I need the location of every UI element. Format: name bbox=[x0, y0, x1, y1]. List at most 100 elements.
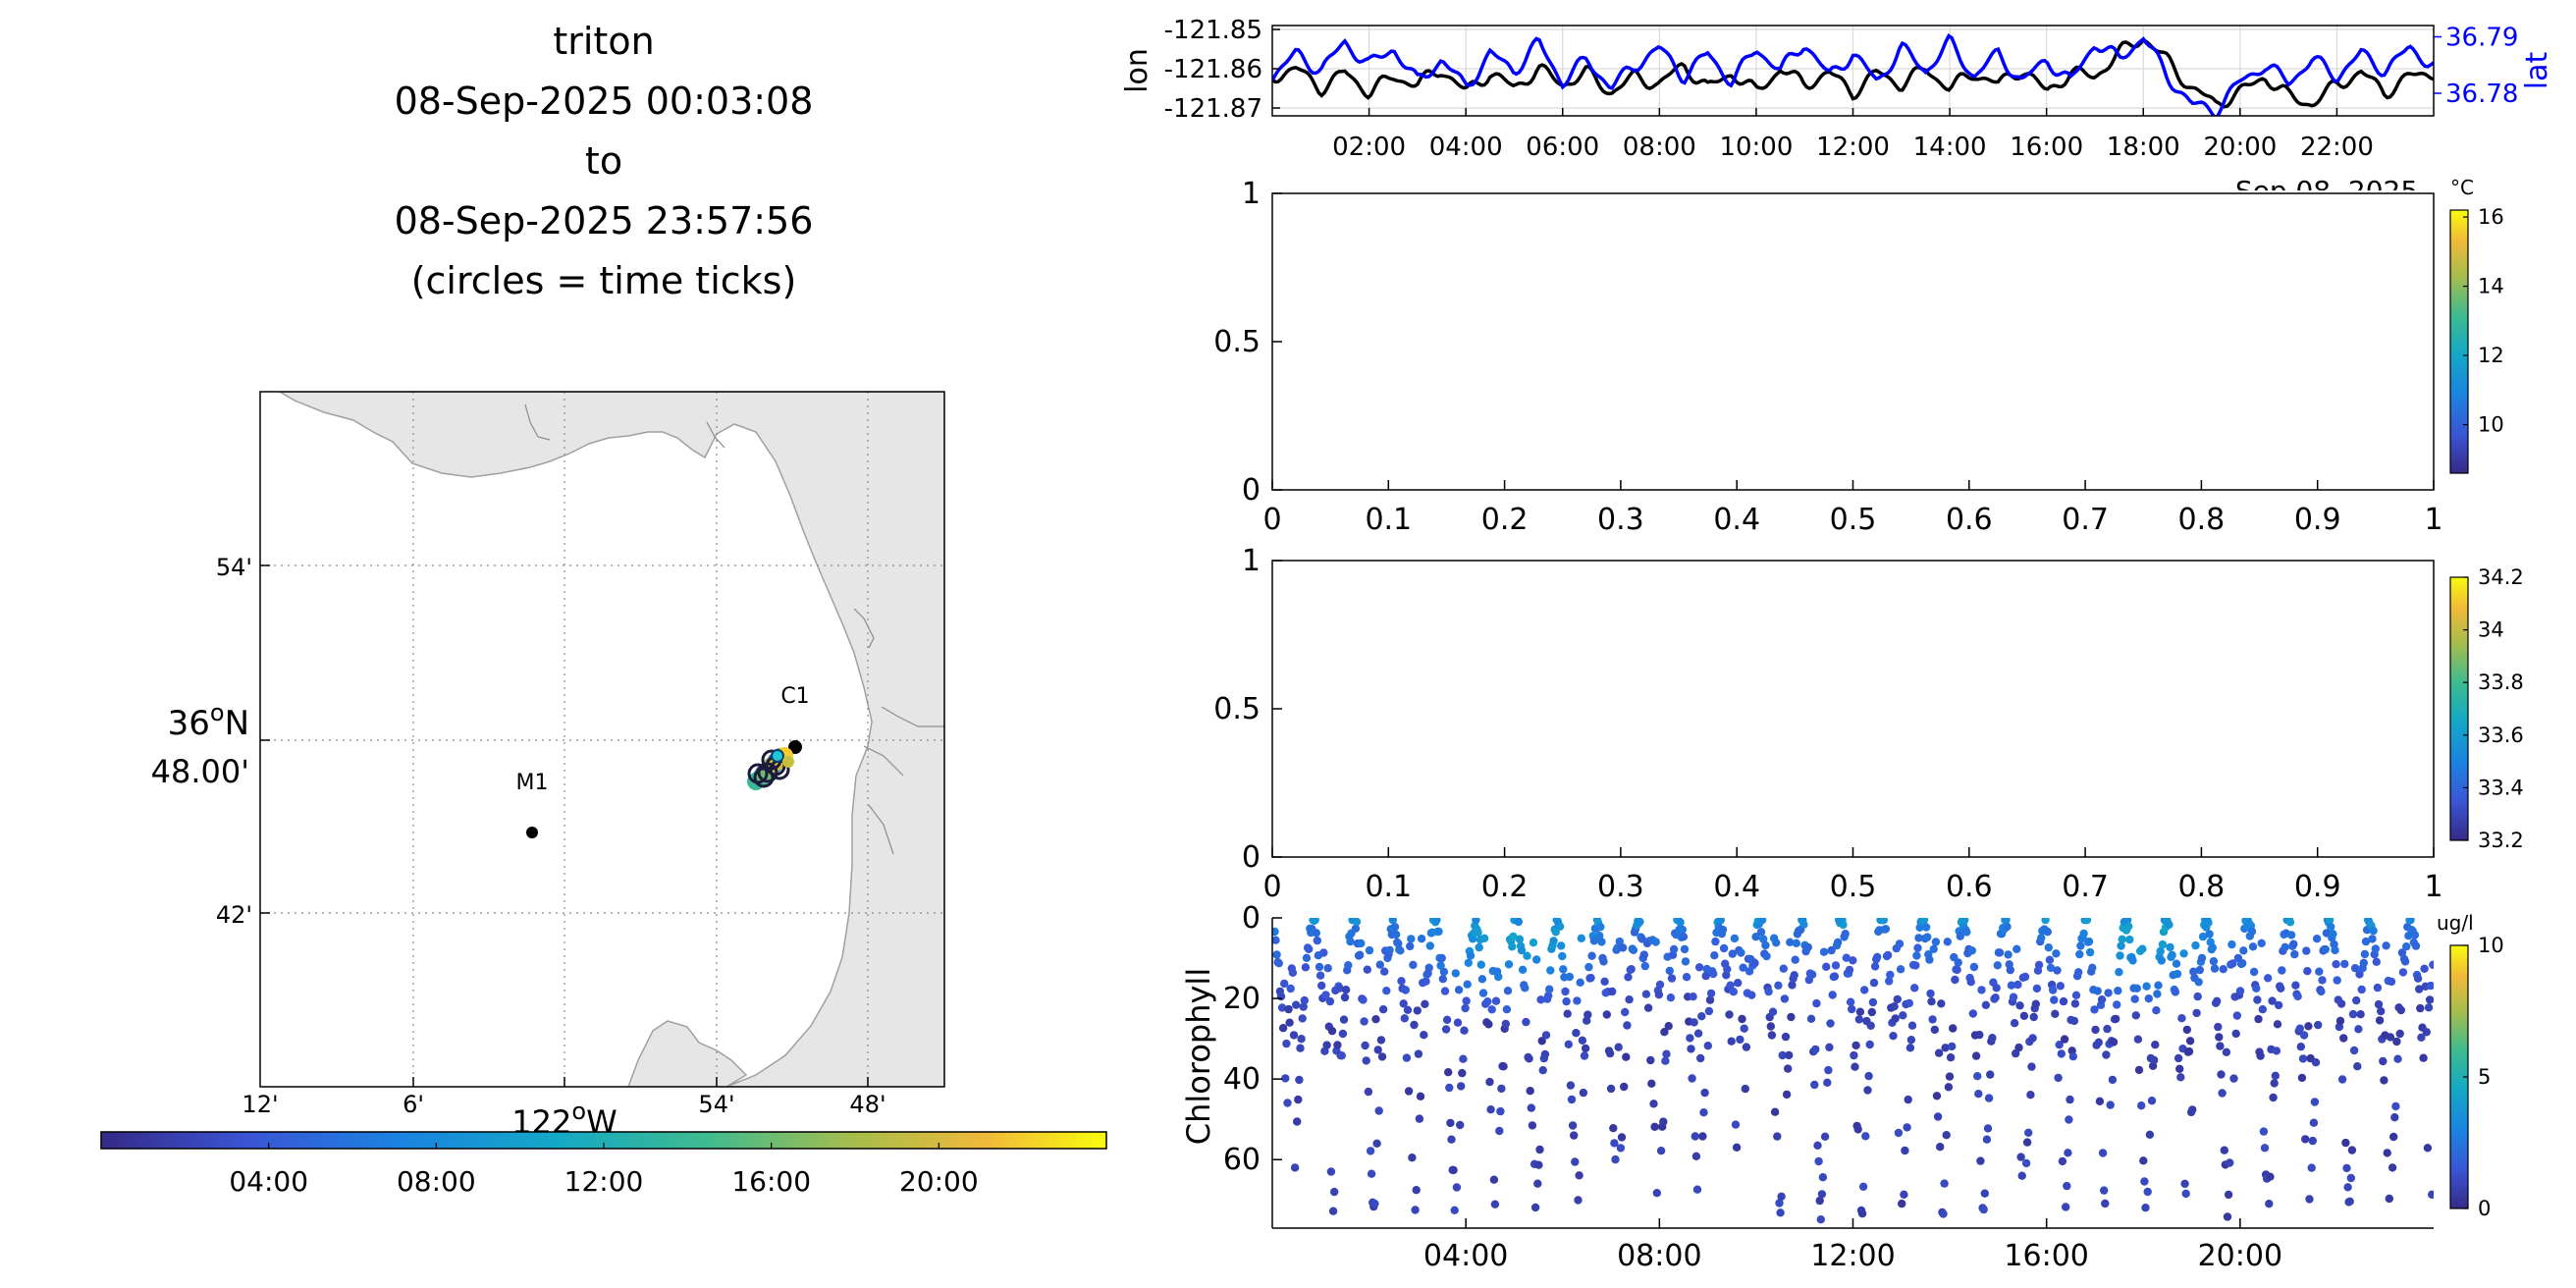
chlorophyll-point bbox=[2308, 1136, 2317, 1146]
chlorophyll-point bbox=[2165, 920, 2174, 930]
chlorophyll-point bbox=[2172, 959, 2181, 968]
lat-tick-42: 42' bbox=[216, 901, 252, 929]
chlorophyll-point bbox=[1440, 987, 1450, 995]
chlorophyll-point bbox=[2007, 981, 2016, 990]
chlorophyll-point bbox=[1680, 944, 1690, 954]
map-frame bbox=[259, 391, 945, 1088]
title-note: (circles = time ticks) bbox=[410, 259, 797, 302]
chlorophyll-point bbox=[1697, 1012, 1706, 1021]
colorbar-tick-label: 34 bbox=[2478, 618, 2504, 642]
chlorophyll-point bbox=[1649, 1100, 1658, 1108]
chlorophyll-point bbox=[1272, 936, 1280, 944]
chlorophyll-point bbox=[1951, 975, 1959, 985]
chlorophyll-point bbox=[2198, 932, 2208, 941]
chlorophyll-point bbox=[1375, 960, 1385, 969]
chlorophyll-point bbox=[1333, 1041, 1342, 1049]
chlorophyll-point bbox=[1660, 1028, 1669, 1037]
chlorophyll-point bbox=[2197, 953, 2207, 963]
chlorophyll-point bbox=[2152, 1006, 2161, 1015]
chlorophyll-point bbox=[2259, 1127, 2269, 1136]
chlorophyll-point bbox=[1315, 962, 1324, 972]
chlorophyll-point bbox=[2063, 1181, 2071, 1191]
chlorophyll-point bbox=[1538, 1066, 1547, 1075]
chlorophyll-point bbox=[2332, 960, 2340, 969]
chlorophyll-point bbox=[1740, 1024, 1748, 1033]
chlorophyll-point bbox=[1899, 1011, 1907, 1020]
chlorophyll-point bbox=[2375, 1016, 2385, 1025]
chlorophyll-point bbox=[2015, 1001, 2024, 1010]
chlorophyll-point bbox=[1641, 990, 1651, 998]
chlorophyll-point bbox=[1388, 918, 1397, 925]
chlorophyll-point bbox=[1599, 957, 1608, 966]
chlorophyll-point bbox=[1363, 965, 1372, 974]
chlorophyll-colorbar-unit: ug/l bbox=[2437, 911, 2474, 935]
chlorophyll-point bbox=[1596, 923, 1605, 932]
chlorophyll-point bbox=[1438, 975, 1448, 984]
chlorophyll-point bbox=[1686, 1034, 1694, 1043]
chlorophyll-point bbox=[2027, 1062, 2036, 1071]
chlorophyll-axis-ticks: 0 20 40 60 04:00 08:00 12:00 16:00 20:00 bbox=[1223, 901, 2282, 1273]
chlorophyll-point bbox=[1563, 1009, 1572, 1018]
time-colorbar-ticks: 04:00 08:00 12:00 16:00 20:00 bbox=[229, 1143, 979, 1198]
chlorophyll-point bbox=[1654, 991, 1664, 999]
chlorophyll-point bbox=[1725, 1010, 1734, 1019]
chlorophyll-point bbox=[1903, 1123, 1911, 1132]
x-tick-label: 0.4 bbox=[1713, 870, 1760, 904]
colorbar-tick-label: 5 bbox=[2478, 1065, 2491, 1089]
chlorophyll-point bbox=[1995, 948, 2005, 957]
chlorophyll-point bbox=[1494, 972, 1503, 982]
chlorophyll-point bbox=[1566, 1081, 1576, 1090]
chlorophyll-point bbox=[2002, 918, 2011, 925]
chlorophyll-point bbox=[1905, 1044, 1915, 1052]
chlorophyll-point bbox=[1484, 1020, 1493, 1029]
colorbar-tick-label: 33.2 bbox=[2478, 829, 2524, 852]
chlorophyll-point bbox=[1666, 993, 1676, 1002]
chlorophyll-point bbox=[1575, 1171, 1583, 1180]
colorbar-tick-label: 33.8 bbox=[2478, 671, 2524, 694]
x-tick-label: 0.5 bbox=[1830, 870, 1877, 904]
x-tick-label: 0.1 bbox=[1365, 503, 1412, 537]
chlorophyll-point bbox=[1378, 1004, 1388, 1014]
chlorophyll-point bbox=[1321, 991, 1330, 999]
chlorophyll-point bbox=[1727, 1037, 1736, 1046]
temperature-colorbar-ticks: 16 14 12 10 bbox=[2463, 205, 2504, 437]
x-tick-label: 04:00 bbox=[1423, 1239, 1508, 1273]
chlorophyll-point bbox=[2104, 989, 2113, 997]
chlorophyll-point bbox=[2353, 1062, 2362, 1071]
chlorophyll-point bbox=[1620, 1082, 1629, 1092]
chlorophyll-point bbox=[2357, 985, 2366, 994]
chlorophyll-point bbox=[2041, 918, 2050, 925]
chlorophyll-point bbox=[2053, 966, 2062, 975]
chlorophyll-point bbox=[2138, 944, 2147, 953]
chlorophyll-point bbox=[2209, 957, 2219, 966]
chlorophyll-point bbox=[1910, 984, 1919, 993]
chlorophyll-point bbox=[1390, 923, 1400, 932]
chlorophyll-point bbox=[1967, 946, 1977, 955]
chlorophyll-point bbox=[1479, 934, 1489, 942]
chlorophyll-point bbox=[2168, 950, 2176, 960]
chlorophyll-point bbox=[1293, 1117, 1302, 1126]
chlorophyll-point bbox=[2010, 1019, 2019, 1028]
temperature-panel: 1 0.5 00 0.1 0.2 0.3 0.4 0.5 0.6 0.7 0.8 0.9 1 °C 16… bbox=[1213, 176, 2503, 537]
chlorophyll-point bbox=[2298, 1054, 2308, 1063]
chlorophyll-point bbox=[2012, 944, 2021, 953]
chlorophyll-point bbox=[1562, 996, 1571, 1006]
chlorophyll-point bbox=[1288, 968, 1298, 977]
chlorophyll-point bbox=[1610, 1139, 1619, 1148]
chlorophyll-point bbox=[1540, 1049, 1550, 1059]
chlorophyll-point bbox=[1458, 1068, 1467, 1078]
chlorophyll-point bbox=[2182, 1025, 2191, 1035]
chlorophyll-point bbox=[1883, 950, 1893, 960]
chlorophyll-point bbox=[2115, 968, 2123, 977]
chlorophyll-point bbox=[1411, 1206, 1420, 1214]
chlorophyll-point bbox=[1346, 937, 1355, 946]
chlorophyll-point bbox=[1756, 928, 1766, 937]
chlorophyll-point bbox=[2393, 1054, 2402, 1063]
chlorophyll-point bbox=[2329, 930, 2337, 939]
chlorophyll-point bbox=[1815, 1196, 1824, 1206]
chlorophyll-point bbox=[1407, 935, 1416, 943]
chlorophyll-point bbox=[1934, 1048, 1944, 1057]
chlorophyll-point bbox=[1825, 1043, 1834, 1052]
lat-tick-54: 54' bbox=[216, 554, 252, 581]
chlorophyll-point bbox=[2296, 1043, 2305, 1051]
